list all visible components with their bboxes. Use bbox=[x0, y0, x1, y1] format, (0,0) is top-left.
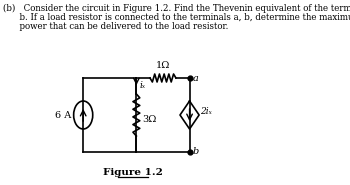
Text: b: b bbox=[193, 147, 199, 157]
Text: 2iₓ: 2iₓ bbox=[201, 107, 212, 115]
Text: a: a bbox=[193, 73, 199, 83]
Text: b. If a load resistor is connected to the terminals a, b, determine the maximum: b. If a load resistor is connected to th… bbox=[3, 13, 350, 22]
Text: (b)   Consider the circuit in Figure 1.2. Find the Thevenin equivalent of the te: (b) Consider the circuit in Figure 1.2. … bbox=[3, 4, 350, 13]
Text: 3Ω: 3Ω bbox=[142, 115, 157, 124]
Text: power that can be delivered to the load resistor.: power that can be delivered to the load … bbox=[3, 22, 228, 31]
Text: 6 A: 6 A bbox=[55, 110, 72, 120]
Text: 1Ω: 1Ω bbox=[156, 61, 170, 70]
Text: iₓ: iₓ bbox=[139, 80, 145, 90]
Text: Figure 1.2: Figure 1.2 bbox=[103, 168, 163, 177]
